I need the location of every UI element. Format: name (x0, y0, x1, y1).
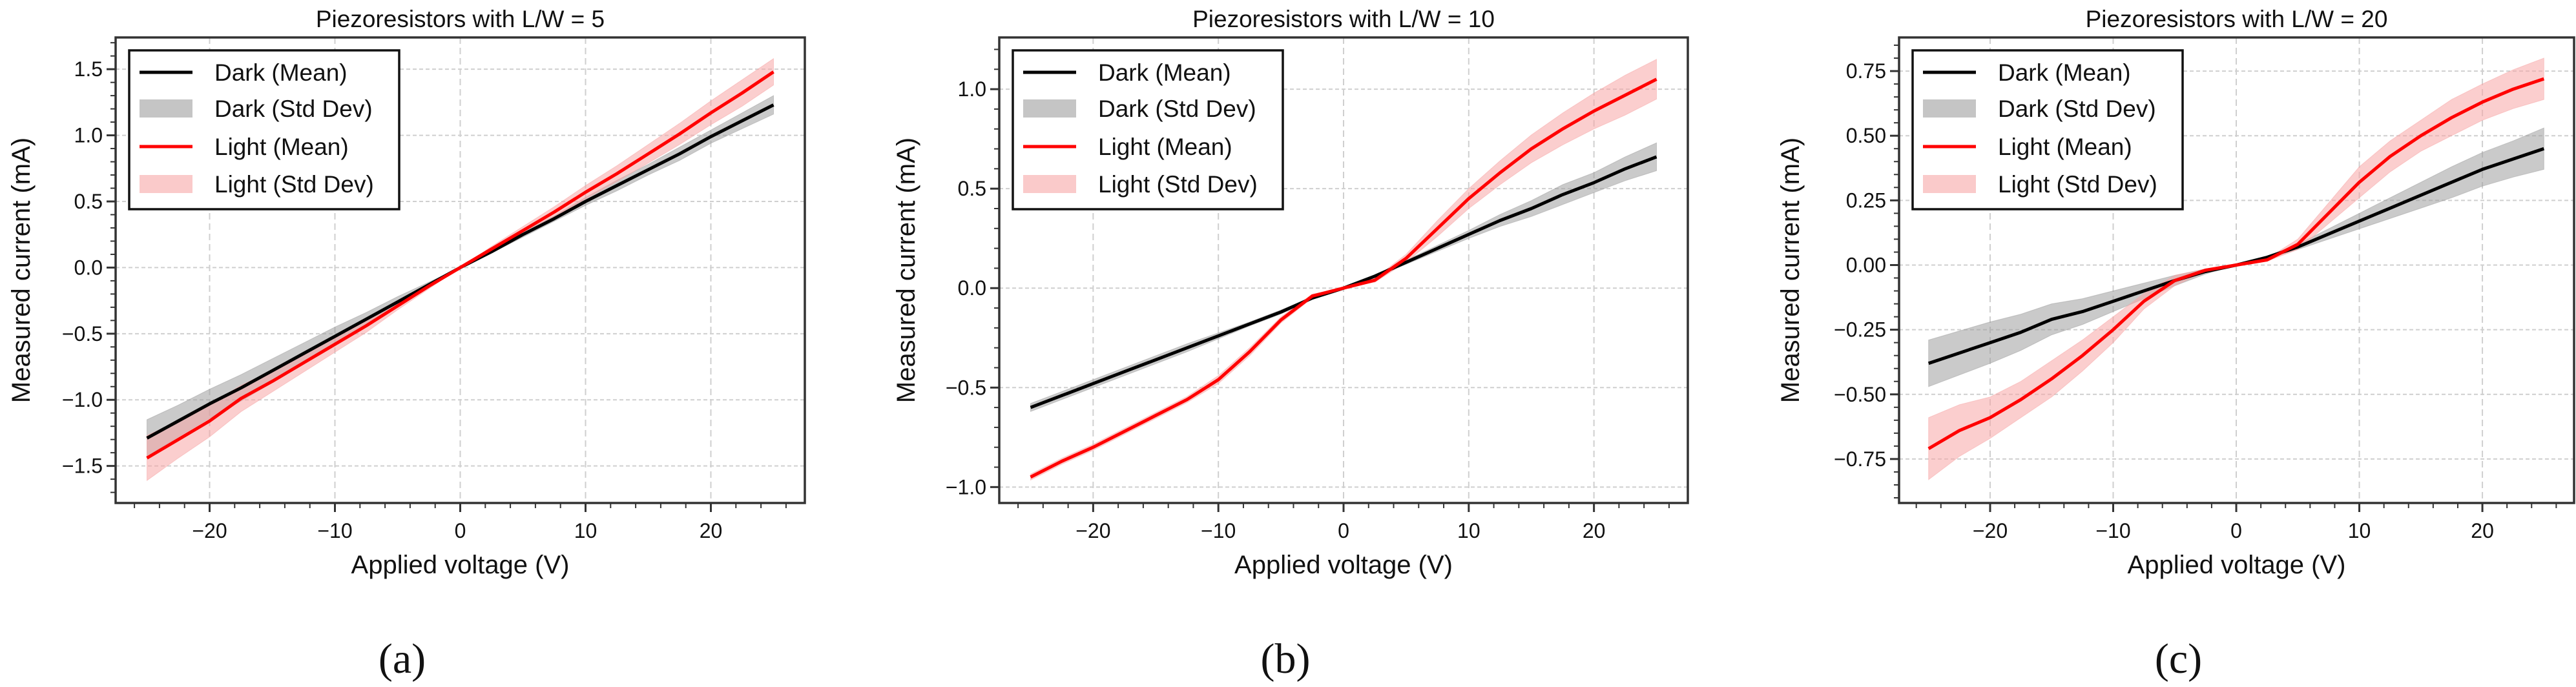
panel-label: (a) (379, 635, 426, 682)
legend-entry-label: Light (Std Dev) (1998, 171, 2157, 198)
light-std-band (1030, 59, 1657, 481)
light-mean-line (146, 70, 774, 460)
y-tick-label: 0.00 (1846, 253, 1886, 276)
y-tick-label: 0.75 (1846, 59, 1886, 83)
y-tick-label: 1.5 (74, 57, 103, 81)
y-axis-label: Measured current (mA) (892, 138, 920, 403)
x-tick-label: 20 (700, 519, 723, 542)
x-tick-label: −10 (2095, 519, 2130, 542)
y-tick-label: 0.25 (1846, 189, 1886, 212)
chart-title: Piezoresistors with L/W = 20 (2086, 6, 2388, 32)
chart-title: Piezoresistors with L/W = 10 (1192, 6, 1495, 32)
panel-label: (b) (1261, 635, 1311, 682)
light-mean-line (1927, 77, 2545, 451)
y-tick-label: 1.0 (958, 77, 986, 101)
x-tick-label: 10 (2348, 519, 2371, 542)
x-tick-label: −20 (1973, 519, 2008, 542)
legend-entry-label: Light (Mean) (1098, 134, 1232, 160)
x-tick-label: 10 (574, 519, 597, 542)
legend-entry-label: Dark (Mean) (1998, 59, 2131, 86)
panel-c: −20 −10 0 10 20 −0.75 −0.50 −0.25 0.00 0.25 0.50 0.… (1776, 6, 2575, 682)
y-tick-label: 0.0 (74, 256, 103, 279)
y-tick-label: 0.50 (1846, 124, 1886, 147)
x-tick-label: −10 (317, 519, 352, 542)
panel-b: −20 −10 0 10 20 −1.0 −0.5 0.0 0.5 1.0 Piezoresisto… (892, 6, 1689, 682)
x-tick-label: 10 (1457, 519, 1480, 542)
legend-entry-label: Dark (Std Dev) (214, 96, 373, 122)
legend-entry-label: Dark (Mean) (214, 59, 348, 86)
legend: Dark (Mean) Dark (Std Dev) Light (Mean) Lig… (1012, 49, 1284, 210)
x-tick-label: 0 (2230, 519, 2242, 542)
light-mean-line (1030, 77, 1657, 479)
x-axis-label: Applied voltage (V) (2128, 551, 2346, 579)
y-tick-label: −0.75 (1834, 447, 1886, 471)
y-tick-label: 0.0 (958, 276, 986, 300)
legend: Dark (Mean) Dark (Std Dev) Light (Mean) Lig… (1911, 49, 2184, 210)
x-tick-label: −20 (1075, 519, 1110, 542)
legend-entry-label: Light (Mean) (1998, 134, 2132, 160)
x-axis-label: Applied voltage (V) (351, 551, 570, 579)
legend-dark-std-swatch (1023, 99, 1076, 118)
y-axis-label: Measured current (mA) (1776, 138, 1805, 403)
legend-dark-std-swatch (1923, 99, 1976, 118)
legend-entry-label: Dark (Std Dev) (1098, 96, 1256, 122)
y-tick-label: 1.0 (74, 124, 103, 147)
panel-label: (c) (2155, 635, 2202, 682)
x-tick-label: 20 (1583, 519, 1606, 542)
legend-light-std-swatch (1023, 175, 1076, 193)
y-axis-label: Measured current (mA) (7, 138, 36, 403)
x-axis-label: Applied voltage (V) (1234, 551, 1453, 579)
x-tick-label: −10 (1201, 519, 1236, 542)
y-tick-label: −0.5 (946, 376, 986, 399)
legend-entry-label: Light (Std Dev) (1098, 171, 1258, 198)
x-tick-label: 0 (1338, 519, 1349, 542)
y-tick-label: −1.0 (946, 475, 986, 498)
x-tick-label: 0 (455, 519, 466, 542)
legend-entry-label: Dark (Std Dev) (1998, 96, 2156, 122)
dark-std-band (1030, 142, 1657, 413)
legend-entry-label: Dark (Mean) (1098, 59, 1231, 86)
x-tick-label: −20 (192, 519, 227, 542)
legend-dark-std-swatch (140, 99, 192, 118)
legend: Dark (Mean) Dark (Std Dev) Light (Mean) Lig… (128, 49, 400, 210)
y-tick-label: −0.5 (62, 322, 103, 345)
chart-title: Piezoresistors with L/W = 5 (316, 6, 605, 32)
y-tick-label: −0.50 (1834, 383, 1886, 406)
y-tick-label: 0.5 (74, 190, 103, 213)
x-tick-label: 20 (2471, 519, 2494, 542)
dark-std-band (1928, 127, 2544, 387)
legend-light-std-swatch (1923, 175, 1976, 193)
panel-a: −20 −10 0 10 20 −1.5 −1.0 −0.5 0.0 0.5 1.0 1.5 Piezo… (7, 6, 806, 682)
light-std-band (1928, 57, 2544, 480)
legend-entry-label: Light (Std Dev) (214, 171, 374, 198)
legend-light-std-swatch (140, 175, 192, 193)
y-tick-label: −0.25 (1834, 318, 1886, 342)
y-tick-label: −1.0 (62, 388, 103, 411)
y-tick-label: 0.5 (958, 177, 986, 200)
legend-entry-label: Light (Mean) (214, 134, 349, 160)
y-tick-label: −1.5 (62, 455, 103, 478)
